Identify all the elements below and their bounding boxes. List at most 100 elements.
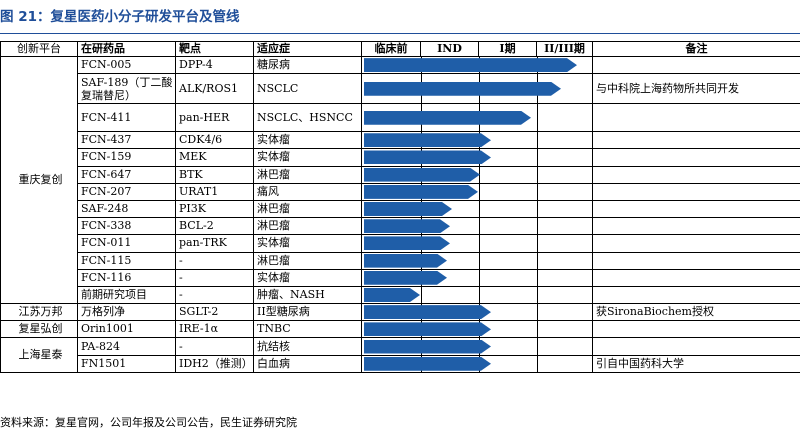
indication-cell: 肿瘤、NASH [254, 286, 362, 303]
drug-cell: 万格列净 [78, 304, 176, 321]
header-target: 靶点 [176, 42, 254, 57]
indication-cell: 实体瘤 [254, 132, 362, 149]
phase-divider [537, 201, 538, 217]
drug-cell: FCN-411 [78, 104, 176, 132]
progress-arrow [364, 271, 447, 285]
phase-cell [362, 166, 593, 183]
drug-cell: FCN-207 [78, 183, 176, 200]
figure-title: 图 21：复星医药小分子研发平台及管线 [0, 6, 240, 28]
progress-arrow [364, 254, 447, 268]
platform-cell: 江苏万邦 [1, 304, 78, 321]
phase-divider [421, 287, 422, 303]
indication-cell: 淋巴瘤 [254, 166, 362, 183]
indication-cell: 痛风 [254, 183, 362, 200]
header-row: 创新平台 在研药品 靶点 适应症 临床前 IND I期 II/III期 备注 [1, 42, 800, 57]
phase-divider [537, 356, 538, 372]
target-cell: - [176, 338, 254, 355]
note-cell [593, 200, 800, 217]
phase-cell [362, 252, 593, 269]
target-cell: IDH2（推测） [176, 355, 254, 372]
progress-arrow [364, 202, 452, 216]
phase-cell [362, 218, 593, 235]
note-cell [593, 286, 800, 303]
target-cell: - [176, 286, 254, 303]
phase-divider [479, 253, 480, 269]
title-rule [0, 33, 800, 34]
drug-cell: SAF-248 [78, 200, 176, 217]
phase-divider [537, 253, 538, 269]
drug-cell: FCN-338 [78, 218, 176, 235]
progress-arrow [364, 322, 491, 336]
platform-cell: 重庆复创 [1, 57, 78, 304]
progress-arrow [364, 357, 491, 371]
header-platform: 创新平台 [1, 42, 78, 57]
indication-cell: 实体瘤 [254, 149, 362, 166]
drug-cell: FCN-115 [78, 252, 176, 269]
progress-arrow [364, 340, 491, 354]
header-drug: 在研药品 [78, 42, 176, 57]
phase-divider [479, 235, 480, 251]
indication-cell: 淋巴瘤 [254, 200, 362, 217]
target-cell: BCL-2 [176, 218, 254, 235]
note-cell [593, 321, 800, 338]
phase-divider [537, 104, 538, 131]
target-cell: ALK/ROS1 [176, 74, 254, 104]
note-cell [593, 218, 800, 235]
phase-divider [479, 218, 480, 234]
target-cell: URAT1 [176, 183, 254, 200]
drug-cell: SAF-189（丁二酸复瑞替尼） [78, 74, 176, 104]
platform-cell: 复星弘创 [1, 321, 78, 338]
drug-cell: Orin1001 [78, 321, 176, 338]
phase-divider [537, 235, 538, 251]
phase-divider [479, 287, 480, 303]
drug-cell: FCN-437 [78, 132, 176, 149]
target-cell: pan-TRK [176, 235, 254, 252]
phase-divider [537, 321, 538, 337]
phase-cell [362, 235, 593, 252]
progress-arrow [364, 168, 480, 182]
phase-divider [537, 218, 538, 234]
table-row: FCN-116-实体瘤 [1, 269, 800, 286]
note-cell [593, 104, 800, 132]
indication-cell: NSCLC [254, 74, 362, 104]
indication-cell: II型糖尿病 [254, 304, 362, 321]
note-cell [593, 149, 800, 166]
table-row: 前期研究项目-肿瘤、NASH [1, 286, 800, 303]
phase-cell [362, 338, 593, 355]
header-phase23: II/III期 [537, 42, 593, 57]
drug-cell: FCN-011 [78, 235, 176, 252]
progress-arrow [364, 185, 478, 199]
phase-divider [479, 184, 480, 200]
target-cell: pan-HER [176, 104, 254, 132]
source-note: 资料来源：复星官网，公司年报及公司公告，民生证券研究院 [0, 414, 297, 430]
target-cell: PI3K [176, 200, 254, 217]
drug-cell: FN1501 [78, 355, 176, 372]
phase-divider [537, 149, 538, 165]
indication-cell: 淋巴瘤 [254, 252, 362, 269]
progress-arrow [364, 133, 491, 147]
phase-cell [362, 286, 593, 303]
phase-cell [362, 200, 593, 217]
note-cell: 获SironaBiochem授权 [593, 304, 800, 321]
platform-cell: 上海星泰 [1, 338, 78, 372]
target-cell: DPP-4 [176, 57, 254, 74]
phase-cell [362, 321, 593, 338]
phase-divider [537, 184, 538, 200]
phase-divider [479, 201, 480, 217]
drug-cell: FCN-159 [78, 149, 176, 166]
phase-cell [362, 304, 593, 321]
progress-arrow [364, 288, 420, 302]
indication-cell: 实体瘤 [254, 269, 362, 286]
phase-cell [362, 104, 593, 132]
note-cell [593, 338, 800, 355]
